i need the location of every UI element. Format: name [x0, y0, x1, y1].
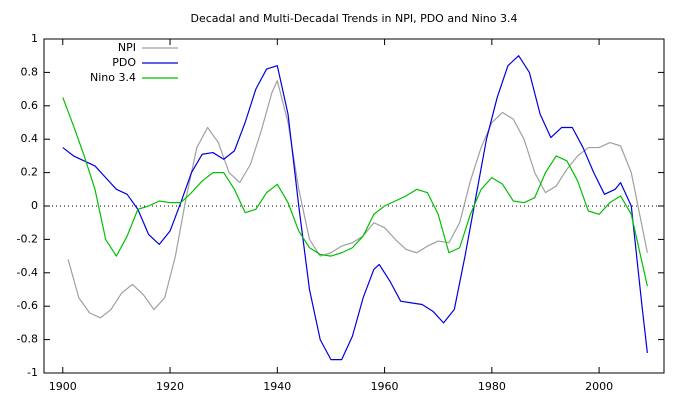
- legend-label: PDO: [112, 56, 136, 69]
- x-tick-label: 1900: [49, 380, 77, 393]
- x-tick-label: 1920: [156, 380, 184, 393]
- y-tick-label: -0.6: [17, 299, 38, 312]
- y-tick-label: 1: [31, 32, 38, 45]
- legend-label: NPI: [118, 41, 136, 54]
- y-tick-label: -0.2: [17, 232, 38, 245]
- legend-label: Nino 3.4: [90, 71, 136, 84]
- x-tick-label: 1960: [371, 380, 399, 393]
- x-tick-label: 2000: [585, 380, 613, 393]
- series-line: [62, 97, 648, 287]
- y-tick-label: -0.4: [17, 266, 38, 279]
- y-tick-label: -1: [27, 366, 38, 379]
- y-tick-label: 0.8: [21, 65, 39, 78]
- series-line: [62, 55, 648, 361]
- y-tick-label: 0.4: [21, 132, 39, 145]
- chart-title: Decadal and Multi-Decadal Trends in NPI,…: [190, 12, 517, 25]
- y-tick-label: 0.6: [21, 99, 39, 112]
- y-tick-label: 0: [31, 199, 38, 212]
- y-tick-label: 0.2: [21, 166, 39, 179]
- x-tick-label: 1940: [263, 380, 291, 393]
- series-line: [67, 80, 648, 319]
- y-tick-label: -0.8: [17, 333, 38, 346]
- x-tick-label: 1980: [478, 380, 506, 393]
